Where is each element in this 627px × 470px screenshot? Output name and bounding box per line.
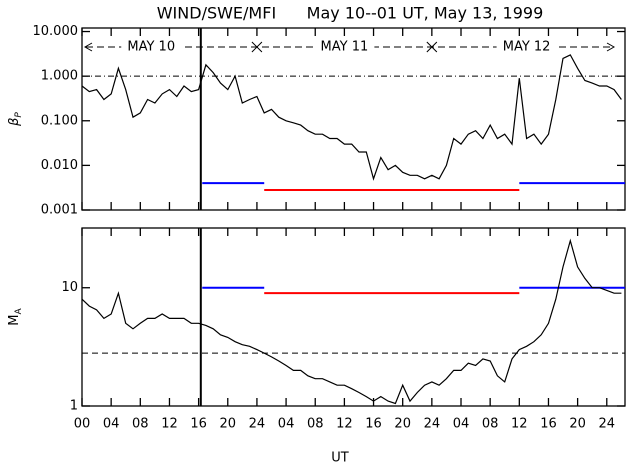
- day-cross: [251, 41, 263, 53]
- x-tick-label: 16: [365, 417, 382, 432]
- arrow-head: [606, 42, 616, 52]
- x-tick-label: 04: [103, 417, 120, 432]
- chart-title: WIND/SWE/MFI May 10--01 UT, May 13, 1999: [157, 4, 544, 23]
- x-tick-label: 04: [453, 417, 470, 432]
- y-tick-label: 0.100: [41, 113, 78, 128]
- x-tick-label: 12: [336, 417, 353, 432]
- arrow-head: [83, 42, 93, 52]
- y-tick-label: 1: [70, 399, 78, 414]
- y-tick-label: 0.001: [41, 203, 78, 218]
- x-tick-label: 08: [132, 417, 149, 432]
- x-tick-label: 12: [161, 417, 178, 432]
- x-tick-label: 24: [249, 417, 266, 432]
- x-tick-label: 04: [278, 417, 295, 432]
- date-label: MAY 11: [321, 40, 369, 55]
- plot-frame: [81, 227, 626, 407]
- x-tick-label: 12: [511, 417, 528, 432]
- data-line: [81, 54, 622, 181]
- day-cross: [426, 41, 438, 53]
- x-tick-label: 20: [569, 417, 586, 432]
- x-tick-label: 20: [219, 417, 236, 432]
- x-tick-label: 20: [394, 417, 411, 432]
- label-bg: [314, 39, 375, 55]
- x-tick-label: 24: [599, 417, 616, 432]
- label-bg: [496, 39, 557, 55]
- date-label: MAY 10: [127, 40, 175, 55]
- y-tick-label: 10.000: [33, 24, 79, 39]
- x-tick-label: 00: [74, 417, 91, 432]
- y-tick-label: 1.000: [41, 69, 78, 84]
- y-axis-label: MA: [7, 307, 24, 325]
- y-tick-label: 0.010: [41, 158, 78, 173]
- x-axis-label: UT: [331, 451, 349, 466]
- x-tick-label: 08: [482, 417, 499, 432]
- date-label: MAY 12: [503, 40, 551, 55]
- x-tick-label: 24: [424, 417, 441, 432]
- plot-frame: [81, 27, 626, 211]
- data-line: [81, 238, 622, 405]
- y-tick-label: 10: [61, 280, 78, 295]
- x-tick-label: 16: [190, 417, 207, 432]
- label-bg: [121, 39, 182, 55]
- x-tick-label: 16: [540, 417, 557, 432]
- y-axis-label: βP: [7, 112, 24, 127]
- x-tick-label: 08: [307, 417, 324, 432]
